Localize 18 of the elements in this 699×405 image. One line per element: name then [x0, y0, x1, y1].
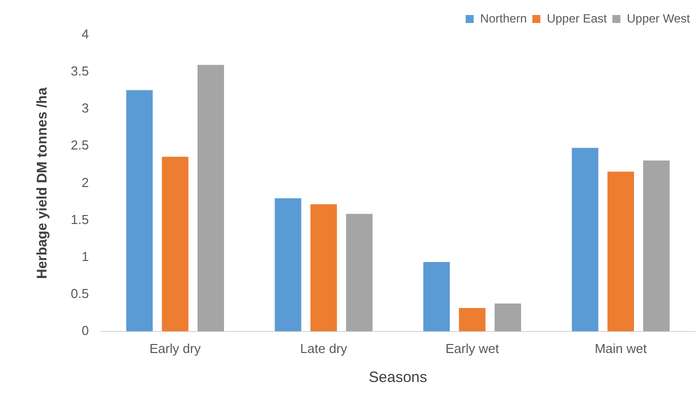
x-axis-title: Seasons	[368, 369, 428, 386]
y-tick-label: 2	[82, 174, 89, 190]
x-tick-label: Late dry	[300, 340, 348, 356]
x-tick-label: Early wet	[445, 340, 500, 356]
y-tick-label: 1	[82, 248, 89, 264]
legend-label: Northern	[480, 11, 527, 26]
legend-label: Upper East	[546, 11, 608, 26]
y-axis-title: Herbage yield DM tonnes /ha	[33, 87, 50, 279]
y-tick-label: 1.5	[70, 212, 89, 227]
x-tick-label: Main wet	[594, 340, 648, 356]
y-tick-label: 0.5	[70, 286, 89, 301]
legend-label: Upper West	[626, 11, 691, 26]
x-tick-label: Early dry	[149, 340, 202, 356]
y-tick-label: 4	[82, 26, 89, 42]
y-tick-label: 3.5	[70, 64, 89, 79]
y-tick-label: 3	[82, 100, 89, 116]
y-tick-label: 0	[82, 322, 89, 338]
y-tick-label: 2.5	[70, 138, 89, 153]
